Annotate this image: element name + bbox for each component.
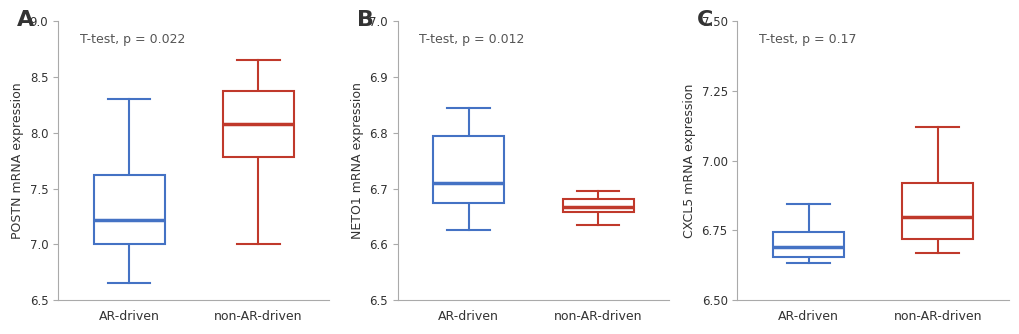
Y-axis label: NETO1 mRNA expression: NETO1 mRNA expression [351,82,364,239]
Bar [222,91,293,157]
Text: C: C [696,10,712,30]
Bar [94,175,164,244]
Bar [772,232,844,257]
Text: T-test, p = 0.022: T-test, p = 0.022 [79,32,184,45]
Text: T-test, p = 0.17: T-test, p = 0.17 [758,32,856,45]
Text: A: A [17,10,35,30]
Bar [433,136,503,203]
Y-axis label: POSTN mRNA expression: POSTN mRNA expression [11,82,24,239]
Text: T-test, p = 0.012: T-test, p = 0.012 [419,32,525,45]
Bar [902,183,972,239]
Text: B: B [357,10,374,30]
Bar [562,199,633,212]
Y-axis label: CXCL5 mRNA expression: CXCL5 mRNA expression [683,84,695,238]
